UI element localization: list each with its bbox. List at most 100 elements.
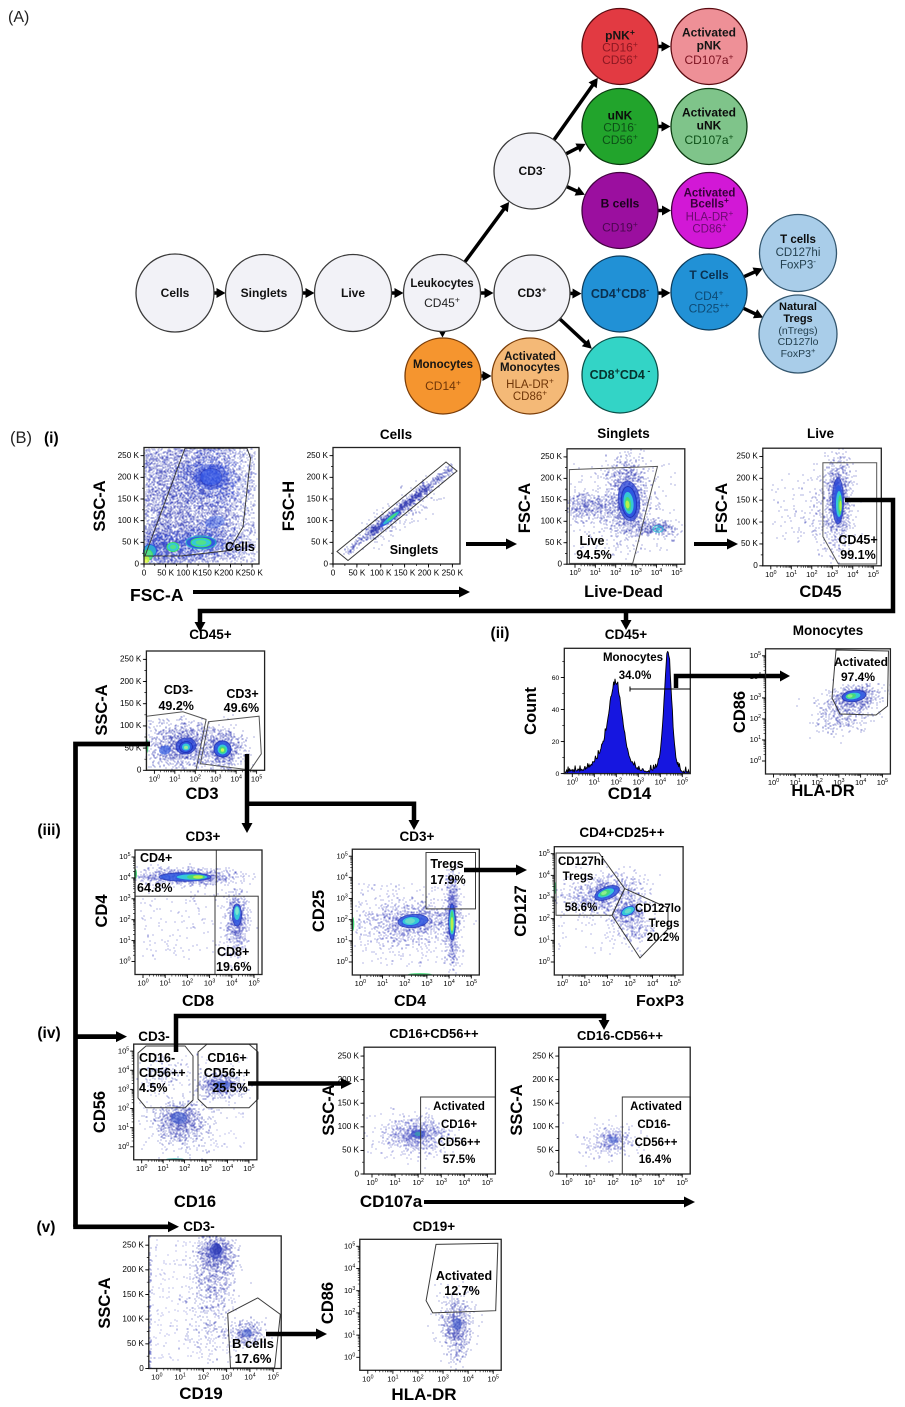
- svg-text:100: 100: [355, 979, 366, 988]
- svg-text:100 K: 100 K: [307, 516, 329, 525]
- svg-text:50 K: 50 K: [342, 1146, 359, 1155]
- svg-text:100 K: 100 K: [177, 569, 199, 578]
- svg-text:Monocytes: Monocytes: [500, 362, 560, 374]
- svg-text:200 K: 200 K: [120, 677, 142, 686]
- svg-text:100 K: 100 K: [736, 517, 758, 526]
- svg-text:Tregs: Tregs: [563, 871, 594, 883]
- svg-text:104: 104: [222, 1164, 233, 1173]
- svg-text:105: 105: [538, 849, 549, 858]
- svg-text:CD4+: CD4+: [694, 287, 723, 303]
- svg-text:104: 104: [750, 672, 761, 681]
- svg-text:CD4: CD4: [394, 993, 426, 1010]
- svg-text:105: 105: [243, 1164, 254, 1173]
- svg-text:CD56+: CD56+: [602, 131, 638, 147]
- svg-text:CD56: CD56: [91, 1091, 109, 1133]
- svg-text:SSC-A: SSC-A: [93, 684, 111, 735]
- svg-text:Live: Live: [807, 426, 835, 441]
- svg-text:105: 105: [482, 1178, 493, 1187]
- svg-text:102: 102: [611, 778, 622, 787]
- svg-text:HLA-DR+: HLA-DR+: [506, 376, 554, 391]
- svg-text:150 K: 150 K: [394, 569, 416, 578]
- svg-text:103: 103: [421, 979, 432, 988]
- svg-text:50 K: 50 K: [311, 538, 328, 547]
- svg-text:CD56++: CD56++: [438, 1137, 481, 1149]
- svg-text:64.8%: 64.8%: [137, 881, 172, 895]
- svg-text:CD86+: CD86+: [692, 220, 726, 235]
- svg-text:150 K: 150 K: [122, 1290, 144, 1299]
- svg-text:CD14+: CD14+: [425, 377, 461, 393]
- svg-text:250 K: 250 K: [736, 452, 758, 461]
- svg-text:50 K: 50 K: [157, 569, 174, 578]
- svg-text:102: 102: [179, 1164, 190, 1173]
- svg-text:HLA-DR+: HLA-DR+: [686, 208, 734, 223]
- svg-text:105: 105: [119, 852, 130, 861]
- svg-text:250 K: 250 K: [541, 452, 563, 461]
- svg-text:60: 60: [552, 675, 560, 682]
- svg-text:Live: Live: [341, 286, 365, 300]
- svg-text:101: 101: [786, 570, 797, 579]
- svg-text:CD86+: CD86+: [513, 388, 547, 403]
- svg-text:0: 0: [557, 560, 562, 569]
- svg-text:CD56++: CD56++: [635, 1137, 678, 1149]
- svg-text:104: 104: [336, 873, 347, 882]
- svg-text:101: 101: [119, 936, 130, 945]
- svg-text:Singlets: Singlets: [241, 286, 288, 300]
- svg-text:104: 104: [230, 774, 241, 783]
- svg-text:103: 103: [210, 774, 221, 783]
- svg-text:100 K: 100 K: [118, 516, 140, 525]
- svg-text:104: 104: [855, 778, 866, 787]
- svg-text:FSC-A: FSC-A: [516, 483, 534, 533]
- svg-text:(i): (i): [44, 430, 59, 447]
- svg-text:CD3+: CD3+: [400, 829, 435, 844]
- svg-text:100: 100: [768, 778, 779, 787]
- svg-text:FoxP3-: FoxP3-: [780, 256, 816, 271]
- svg-text:103: 103: [750, 693, 761, 702]
- svg-text:250 K: 250 K: [241, 569, 263, 578]
- svg-text:CD25++: CD25++: [689, 300, 730, 316]
- svg-text:100 K: 100 K: [370, 569, 392, 578]
- svg-text:Live: Live: [579, 534, 604, 548]
- svg-text:99.1%: 99.1%: [840, 548, 875, 562]
- svg-text:CD8+: CD8+: [217, 945, 249, 959]
- svg-text:17.6%: 17.6%: [235, 1351, 272, 1366]
- svg-text:150 K: 150 K: [198, 569, 220, 578]
- svg-text:101: 101: [589, 778, 600, 787]
- svg-text:CD16+CD56++: CD16+CD56++: [389, 1026, 479, 1041]
- svg-text:103: 103: [630, 568, 641, 577]
- svg-text:105: 105: [677, 1178, 688, 1187]
- svg-text:104: 104: [653, 1178, 664, 1187]
- svg-text:Tregs: Tregs: [430, 857, 463, 871]
- svg-text:CD16-: CD16-: [139, 1051, 175, 1065]
- svg-text:97.4%: 97.4%: [841, 670, 875, 684]
- svg-text:104: 104: [118, 1065, 129, 1074]
- svg-text:Natural: Natural: [779, 301, 817, 313]
- svg-text:104: 104: [847, 570, 858, 579]
- svg-text:12.7%: 12.7%: [444, 1284, 479, 1298]
- svg-text:uNK: uNK: [608, 109, 633, 123]
- svg-text:Monocytes: Monocytes: [603, 652, 663, 664]
- svg-text:150 K: 150 K: [338, 1099, 360, 1108]
- svg-text:Monocytes: Monocytes: [793, 623, 864, 638]
- svg-text:(A): (A): [8, 9, 29, 26]
- svg-text:16.4%: 16.4%: [639, 1154, 672, 1166]
- svg-text:100: 100: [366, 1178, 377, 1187]
- svg-text:Activated: Activated: [436, 1269, 492, 1283]
- svg-text:0: 0: [142, 569, 147, 578]
- svg-text:FSC-H: FSC-H: [280, 481, 298, 531]
- svg-text:100: 100: [119, 957, 130, 966]
- svg-text:104: 104: [119, 873, 130, 882]
- svg-text:CD45+: CD45+: [605, 627, 648, 642]
- svg-text:Leukocytes: Leukocytes: [410, 278, 473, 290]
- svg-text:94.5%: 94.5%: [576, 548, 611, 562]
- svg-text:Activated: Activated: [433, 1101, 485, 1113]
- svg-text:(ii): (ii): [491, 625, 510, 642]
- svg-text:102: 102: [118, 1104, 129, 1113]
- svg-text:103: 103: [200, 1164, 211, 1173]
- svg-text:101: 101: [590, 568, 601, 577]
- svg-text:B cells: B cells: [232, 1336, 274, 1351]
- svg-text:FoxP3+: FoxP3+: [781, 346, 816, 360]
- svg-text:Activated: Activated: [684, 188, 736, 200]
- svg-text:150 K: 150 K: [541, 495, 563, 504]
- svg-text:200 K: 200 K: [532, 1075, 554, 1084]
- svg-text:100: 100: [750, 756, 761, 765]
